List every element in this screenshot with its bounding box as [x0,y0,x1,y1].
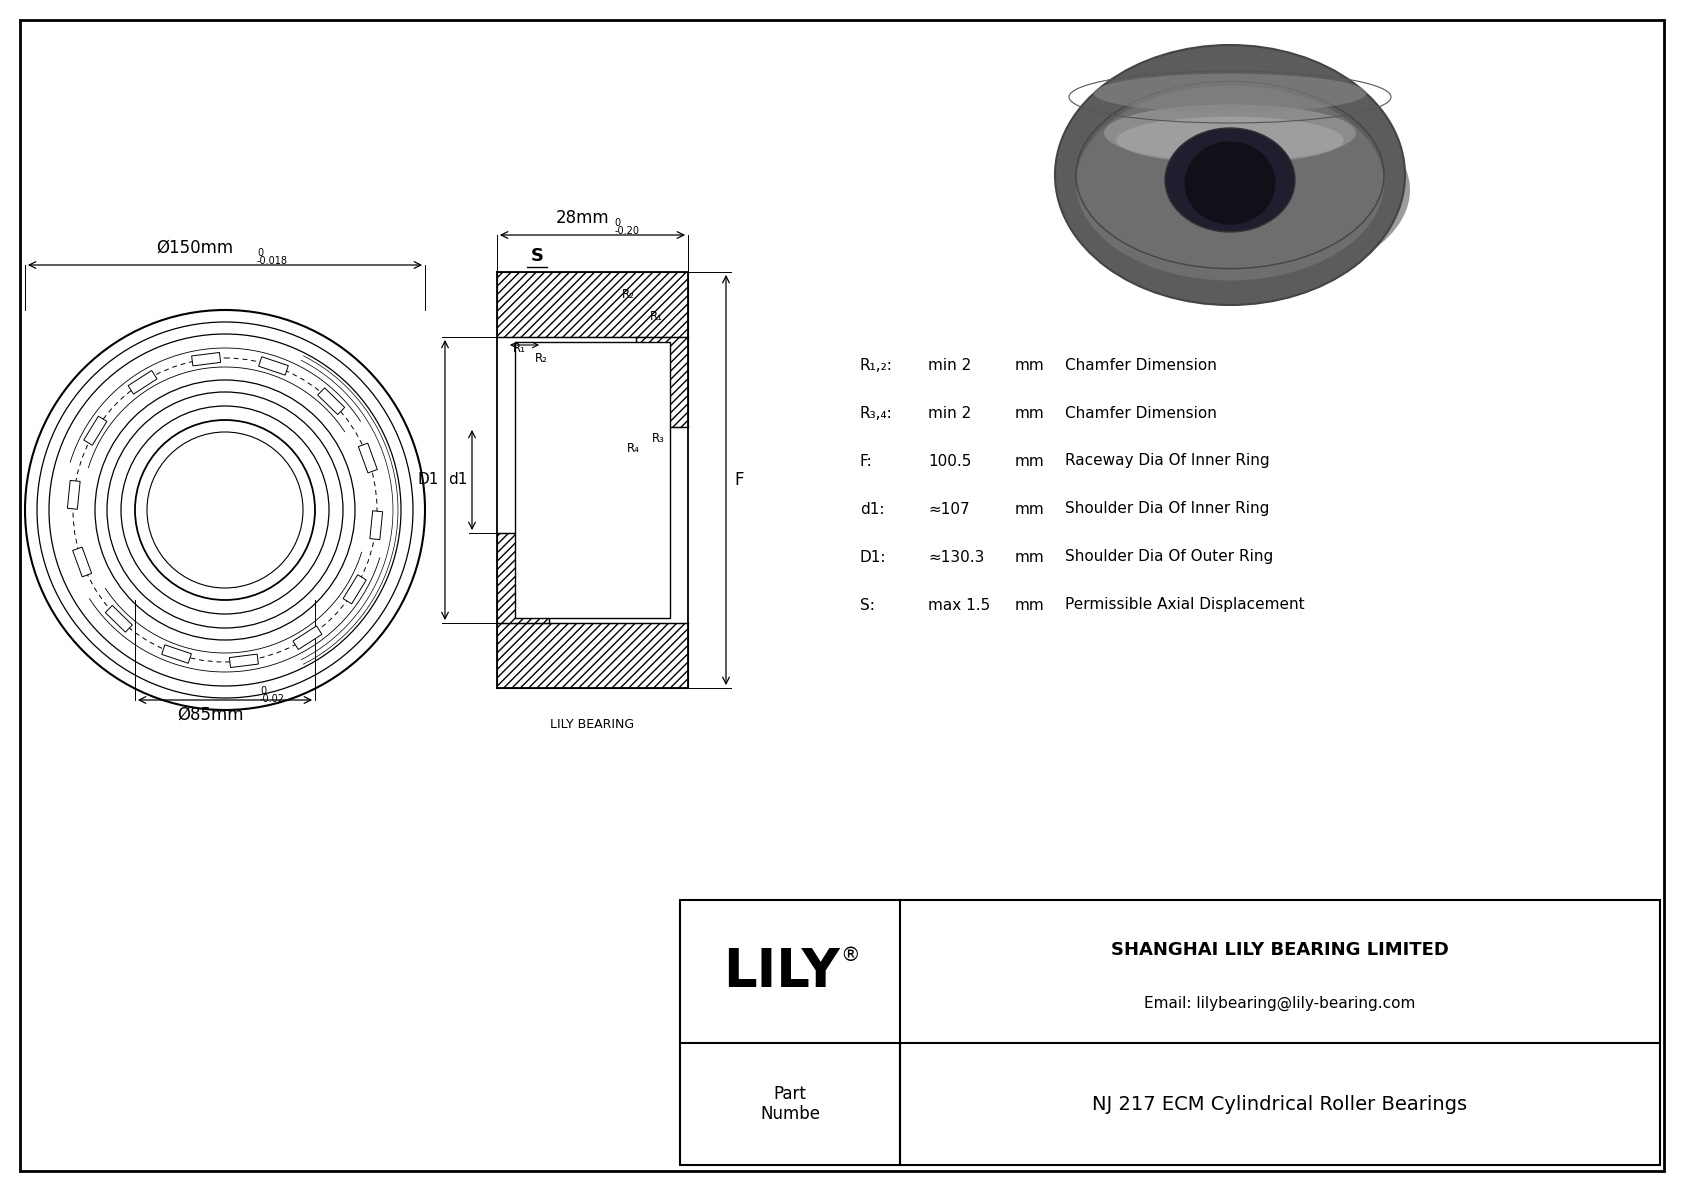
Text: R₁,₂:: R₁,₂: [861,357,893,373]
Ellipse shape [1093,74,1366,113]
Polygon shape [497,534,549,623]
Polygon shape [359,443,377,473]
Text: d1: d1 [448,473,468,487]
Polygon shape [370,511,382,540]
Polygon shape [318,388,345,414]
Polygon shape [128,370,157,394]
Text: mm: mm [1015,454,1044,468]
Text: Shoulder Dia Of Inner Ring: Shoulder Dia Of Inner Ring [1064,501,1270,517]
Text: S: S [530,247,544,266]
Polygon shape [259,357,288,375]
Text: mm: mm [1015,549,1044,565]
Text: 100.5: 100.5 [928,454,972,468]
Text: -0.02: -0.02 [259,694,285,704]
Text: -0.20: -0.20 [615,226,640,236]
Ellipse shape [1054,45,1404,305]
Text: 0: 0 [258,248,263,258]
Polygon shape [192,353,221,366]
Polygon shape [229,654,258,667]
Text: ≈130.3: ≈130.3 [928,549,985,565]
Text: d1:: d1: [861,501,884,517]
Text: F:: F: [861,454,872,468]
Text: LILY BEARING: LILY BEARING [551,718,635,731]
Polygon shape [497,623,689,688]
Text: ®: ® [840,946,859,965]
Text: Part
Numbe: Part Numbe [759,1085,820,1123]
Text: mm: mm [1015,598,1044,612]
Polygon shape [84,416,106,445]
Polygon shape [162,644,192,663]
Polygon shape [72,547,91,576]
Text: min 2: min 2 [928,405,972,420]
Text: 28mm: 28mm [556,208,610,227]
Text: 0: 0 [259,686,266,696]
Text: S:: S: [861,598,876,612]
Polygon shape [293,626,322,649]
Text: max 1.5: max 1.5 [928,598,990,612]
Text: D1: D1 [418,473,440,487]
Text: LILY: LILY [724,946,840,998]
Text: Ø150mm: Ø150mm [157,239,234,257]
Bar [515,342,670,618]
Text: ≈107: ≈107 [928,501,970,517]
Text: mm: mm [1015,357,1044,373]
Ellipse shape [1076,86,1384,281]
Text: 0: 0 [615,218,621,227]
Text: mm: mm [1015,405,1044,420]
Text: R₂: R₂ [534,353,547,366]
Text: F: F [734,470,744,490]
Ellipse shape [1059,93,1410,287]
Bar [680,900,1660,1165]
Text: Chamfer Dimension: Chamfer Dimension [1064,357,1218,373]
Polygon shape [637,337,689,428]
Text: R₃,₄:: R₃,₄: [861,405,893,420]
Text: R₂: R₂ [621,287,635,300]
Text: min 2: min 2 [928,357,972,373]
Polygon shape [67,480,81,510]
Text: D1:: D1: [861,549,886,565]
Ellipse shape [1116,117,1344,163]
Text: mm: mm [1015,501,1044,517]
Text: Ø85mm: Ø85mm [177,706,242,724]
Text: Raceway Dia Of Inner Ring: Raceway Dia Of Inner Ring [1064,454,1270,468]
Text: R₁: R₁ [650,310,662,323]
Polygon shape [106,605,133,632]
Text: SHANGHAI LILY BEARING LIMITED: SHANGHAI LILY BEARING LIMITED [1111,941,1448,959]
Ellipse shape [1184,142,1275,225]
Text: R₃: R₃ [652,432,665,445]
Ellipse shape [1105,105,1356,162]
Polygon shape [497,272,689,337]
Text: -0.018: -0.018 [258,256,288,266]
Text: NJ 217 ECM Cylindrical Roller Bearings: NJ 217 ECM Cylindrical Roller Bearings [1093,1095,1467,1114]
Polygon shape [344,575,365,604]
Ellipse shape [1165,127,1295,232]
Text: Email: lilybearing@lily-bearing.com: Email: lilybearing@lily-bearing.com [1145,996,1416,1011]
Text: Chamfer Dimension: Chamfer Dimension [1064,405,1218,420]
Text: Shoulder Dia Of Outer Ring: Shoulder Dia Of Outer Ring [1064,549,1273,565]
Text: R₄: R₄ [626,443,640,455]
Text: Permissible Axial Displacement: Permissible Axial Displacement [1064,598,1305,612]
Text: R₁: R₁ [512,343,525,355]
